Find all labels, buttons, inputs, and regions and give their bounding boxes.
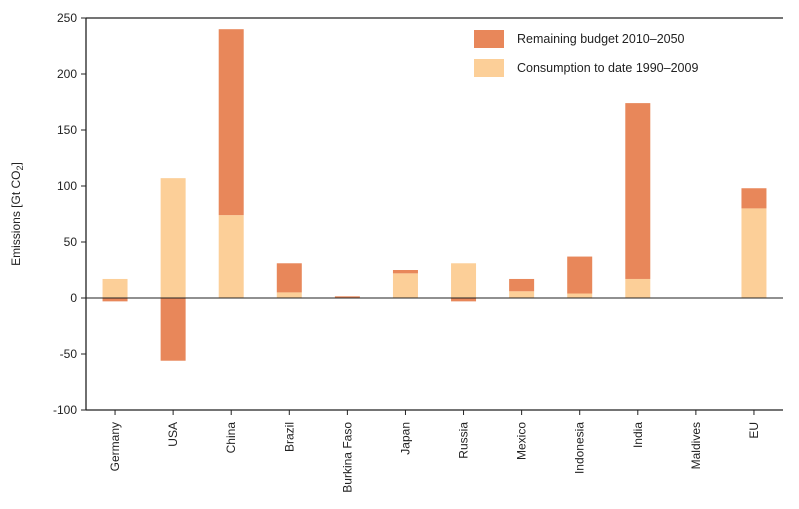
bar-remaining-2 [218, 29, 244, 216]
y-axis-label: Emissions [Gt CO2] [9, 162, 25, 266]
x-tick-label-10: Maldives [689, 422, 703, 469]
axes-group: 250 200 150 100 50 0 -50 -100 Germany USA China Bra… [53, 11, 783, 493]
legend-swatch-0 [474, 30, 504, 48]
bar-remaining-6 [451, 298, 477, 302]
bar-consumption-8 [567, 293, 593, 298]
bar-consumption-0 [102, 278, 128, 298]
bar-consumption-6 [451, 263, 477, 298]
x-tick-label-3: Brazil [282, 422, 296, 452]
bar-consumption-2 [218, 215, 244, 298]
y-tick-label-0: 250 [57, 11, 77, 25]
bar-consumption-11 [741, 208, 767, 298]
x-tick-label-2: China [224, 422, 238, 454]
bar-consumption-9 [625, 278, 651, 298]
bar-remaining-7 [509, 278, 535, 292]
bar-remaining-4 [334, 296, 360, 298]
y-tick-label-1: 200 [57, 67, 77, 81]
bar-remaining-9 [625, 103, 651, 279]
bar-consumption-3 [276, 292, 302, 298]
legend-label-0: Remaining budget 2010–2050 [517, 32, 685, 46]
y-tick-label-6: -50 [60, 347, 78, 361]
y-tick-label-2: 150 [57, 123, 77, 137]
x-tick-label-8: Indonesia [573, 422, 587, 474]
y-tick-label-3: 100 [57, 179, 77, 193]
x-tick-label-6: Russia [457, 422, 471, 459]
bar-remaining-8 [567, 256, 593, 294]
bar-remaining-3 [276, 263, 302, 293]
bar-remaining-11 [741, 188, 767, 209]
legend: Remaining budget 2010–2050 Consumption to… [474, 30, 698, 77]
bar-remaining-1 [160, 298, 186, 361]
x-tick-label-0: Germany [108, 422, 122, 471]
x-tick-label-1: USA [166, 422, 180, 447]
x-tick-label-7: Mexico [515, 422, 529, 460]
bar-consumption-5 [392, 273, 418, 298]
y-tick-label-5: 0 [70, 291, 77, 305]
legend-label-1: Consumption to date 1990–2009 [517, 61, 698, 75]
bars-group [102, 29, 767, 361]
bar-consumption-7 [509, 291, 535, 298]
x-tick-label-5: Japan [398, 422, 412, 455]
legend-swatch-1 [474, 59, 504, 77]
x-tick-label-4: Burkina Faso [340, 422, 354, 493]
bar-consumption-1 [160, 178, 186, 298]
y-tick-label-7: -100 [53, 403, 77, 417]
x-tick-label-9: India [631, 422, 645, 448]
bar-remaining-0 [102, 298, 128, 302]
x-tick-label-11: EU [747, 422, 761, 439]
y-tick-label-4: 50 [64, 235, 78, 249]
bar-remaining-5 [392, 270, 418, 274]
